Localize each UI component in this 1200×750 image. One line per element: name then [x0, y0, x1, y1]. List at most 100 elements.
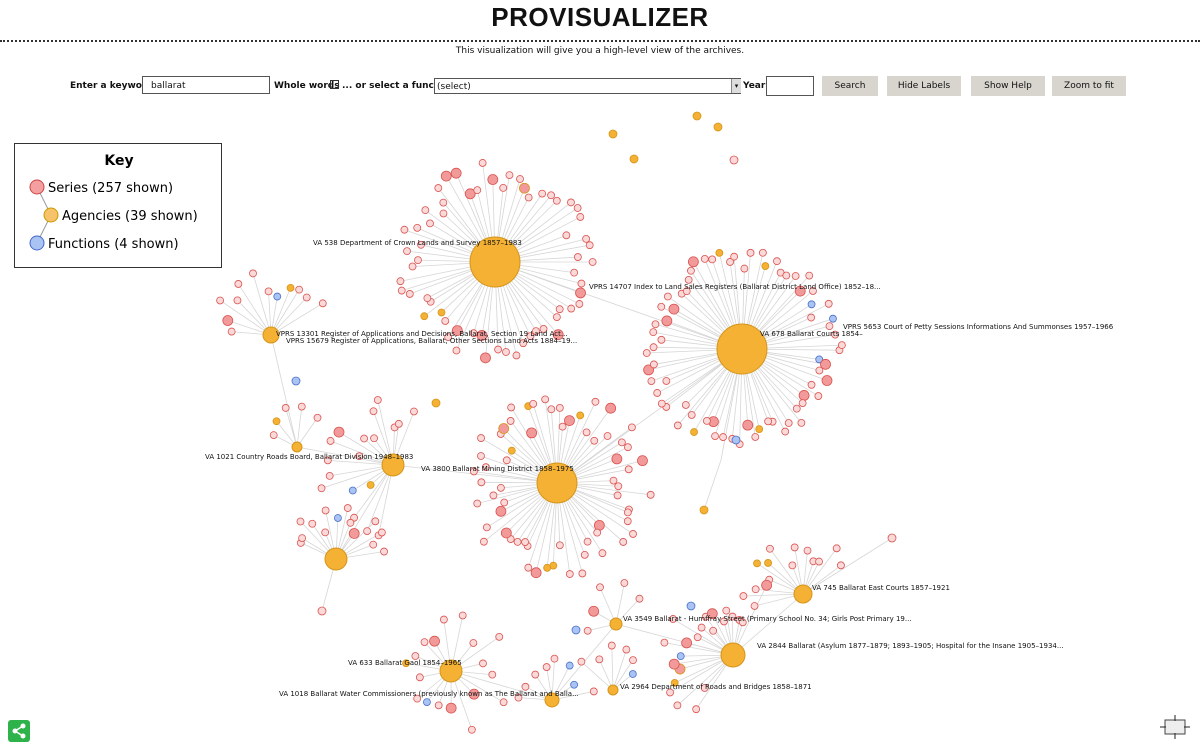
- key-item: Series (257 shown): [48, 181, 173, 196]
- node: [321, 506, 330, 515]
- node: [326, 437, 335, 445]
- node: [746, 248, 755, 257]
- node: [440, 170, 452, 182]
- node: [519, 182, 530, 194]
- node: [629, 154, 639, 164]
- node: [512, 351, 521, 360]
- node: [666, 688, 674, 697]
- node: [521, 538, 529, 546]
- node: [291, 376, 301, 386]
- node: [469, 329, 478, 338]
- node: [426, 219, 434, 228]
- node: [687, 411, 696, 419]
- node-label: VA 678 Ballarat Courts 1854–: [760, 330, 863, 338]
- node: [794, 285, 806, 297]
- node: [646, 490, 655, 499]
- node: [809, 287, 817, 295]
- node: [476, 330, 488, 341]
- node: [273, 292, 282, 301]
- node: [434, 701, 443, 710]
- node: [702, 416, 711, 425]
- node: [479, 537, 488, 546]
- node: [405, 290, 414, 298]
- zoom-button[interactable]: Zoom to fit: [1052, 76, 1126, 96]
- function-select[interactable]: (select): [434, 78, 741, 94]
- edge: [615, 582, 625, 625]
- edge: [611, 645, 614, 691]
- node: [738, 618, 747, 627]
- node: [348, 486, 357, 495]
- hide-labels-button[interactable]: Hide Labels: [887, 76, 961, 96]
- node: [371, 517, 380, 526]
- key-title: Key: [104, 153, 133, 169]
- node: [687, 266, 695, 275]
- hub-node: [536, 462, 578, 504]
- share-button[interactable]: [8, 720, 30, 742]
- node: [669, 615, 677, 623]
- keyword-input[interactable]: ballarat: [142, 76, 270, 94]
- node: [348, 528, 360, 539]
- node: [792, 404, 801, 413]
- nodes: [216, 111, 897, 734]
- node-label: VA 1021 Country Roads Board, Ballarat Di…: [205, 453, 413, 461]
- node: [269, 431, 278, 439]
- node: [473, 499, 482, 508]
- node: [577, 279, 586, 288]
- node: [222, 315, 234, 326]
- node: [798, 390, 810, 401]
- whole-words-checkbox[interactable]: [330, 80, 339, 89]
- node: [807, 313, 816, 322]
- year-input[interactable]: [766, 76, 814, 96]
- node: [555, 541, 564, 550]
- fullscreen-button[interactable]: [1160, 714, 1190, 740]
- show-help-button[interactable]: Show Help: [971, 76, 1045, 96]
- node: [411, 652, 420, 660]
- node: [558, 422, 567, 431]
- keyword-label: Enter a keyword:: [70, 81, 157, 91]
- node: [758, 248, 767, 257]
- node: [624, 465, 633, 474]
- node: [697, 623, 706, 632]
- node: [620, 579, 629, 587]
- edge: [598, 659, 614, 691]
- node: [590, 436, 599, 445]
- node: [555, 404, 564, 412]
- node: [699, 505, 709, 515]
- node: [547, 191, 555, 200]
- node: [729, 155, 739, 165]
- hub-node: [544, 692, 560, 708]
- node: [670, 678, 679, 687]
- node: [708, 255, 717, 264]
- node: [420, 312, 429, 321]
- node: [580, 550, 589, 559]
- node: [514, 693, 523, 702]
- node: [473, 186, 482, 195]
- node: [673, 421, 682, 430]
- node: [605, 402, 617, 414]
- node: [693, 633, 702, 642]
- node: [502, 456, 511, 465]
- node: [355, 452, 364, 461]
- node: [576, 411, 585, 420]
- node: [686, 601, 696, 611]
- node: [420, 638, 429, 646]
- node: [595, 655, 604, 664]
- node: [394, 419, 403, 428]
- node: [681, 401, 690, 409]
- node: [583, 537, 592, 546]
- node: [570, 268, 579, 277]
- node: [298, 534, 306, 543]
- node: [651, 320, 660, 329]
- node: [444, 333, 453, 342]
- search-button[interactable]: Search: [822, 76, 878, 96]
- node: [596, 583, 604, 592]
- node: [526, 332, 535, 341]
- node: [593, 519, 605, 531]
- node-label: VA 538 Department of Crown Lands and Sur…: [313, 239, 522, 247]
- node: [720, 617, 728, 626]
- edge: [252, 273, 272, 336]
- hub-node: [607, 684, 619, 696]
- node: [370, 434, 378, 443]
- node: [467, 725, 476, 734]
- node: [423, 294, 432, 303]
